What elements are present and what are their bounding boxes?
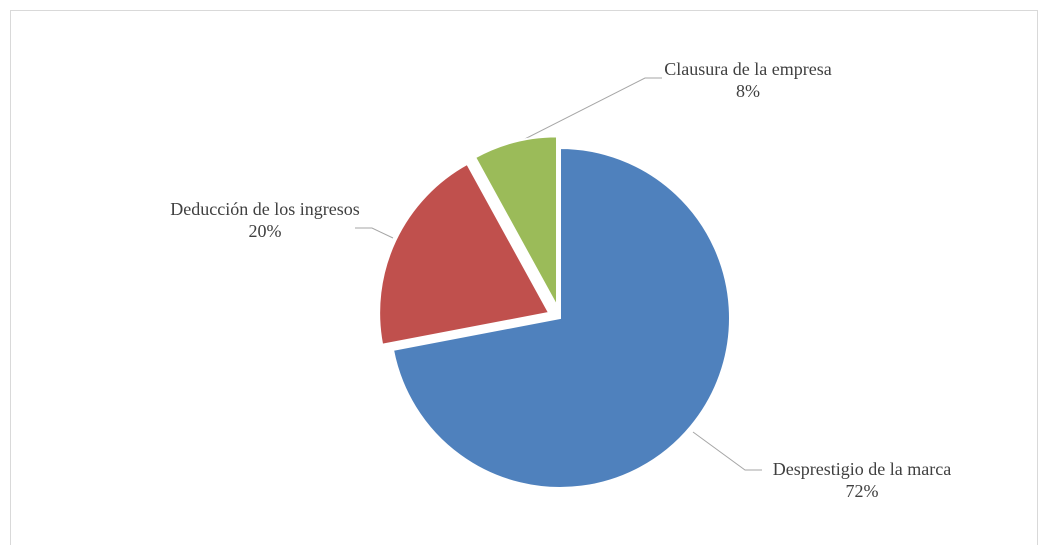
value-label: 8% bbox=[736, 81, 760, 101]
pie-slice bbox=[378, 162, 551, 346]
leader-line bbox=[355, 227, 394, 239]
value-label: 72% bbox=[845, 481, 879, 501]
pie-slice bbox=[391, 146, 731, 489]
pie-slice bbox=[473, 135, 559, 307]
category-label: Clausura de la empresa bbox=[664, 59, 832, 79]
data-label: Deducción de los ingresos 20% bbox=[170, 198, 360, 242]
value-label: 20% bbox=[248, 221, 282, 241]
data-label: Clausura de la empresa 8% bbox=[663, 58, 833, 102]
leader-line bbox=[510, 77, 662, 147]
category-label: Desprestigio de la marca bbox=[772, 459, 952, 479]
data-label: Desprestigio de la marca 72% bbox=[762, 458, 962, 502]
category-label: Deducción de los ingresos bbox=[170, 199, 360, 219]
leader-line bbox=[692, 431, 762, 471]
